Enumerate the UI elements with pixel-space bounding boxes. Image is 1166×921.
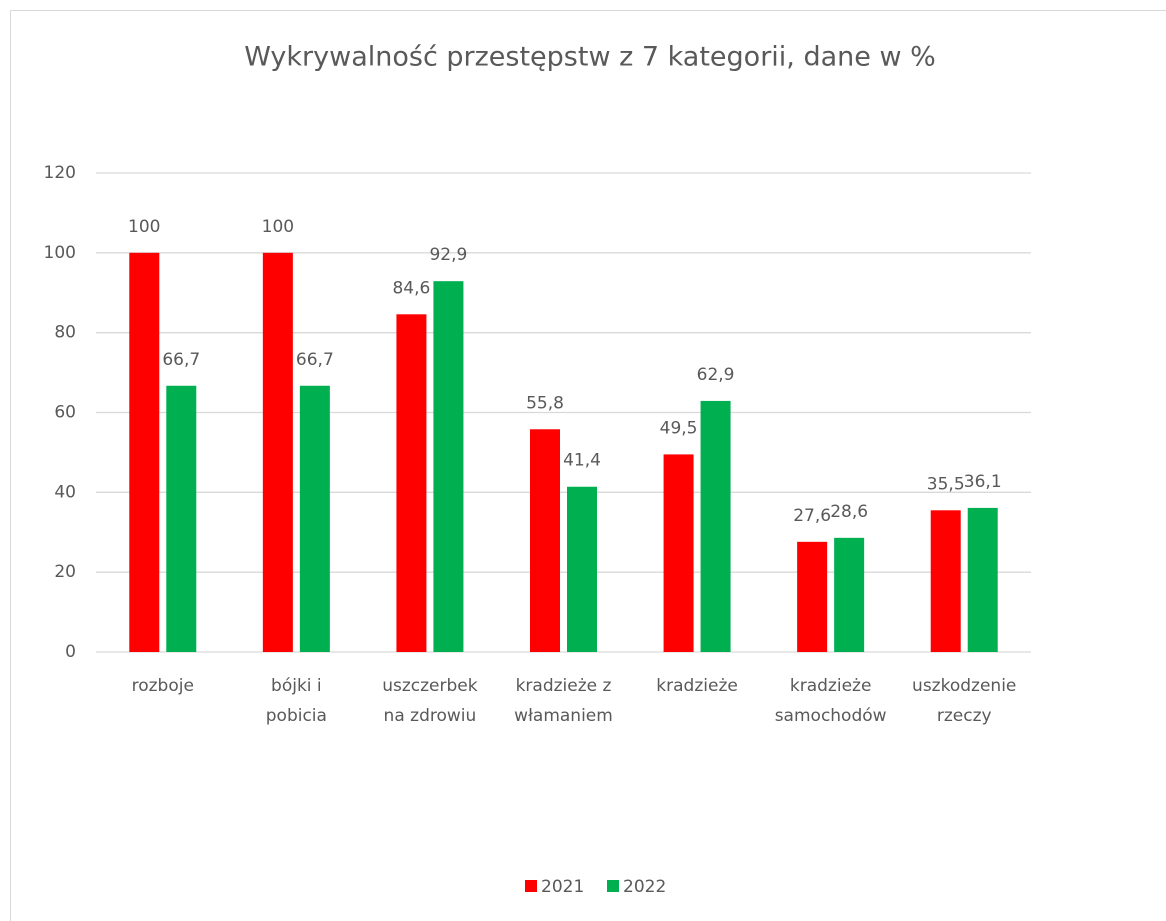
bar — [567, 486, 597, 652]
bar — [663, 454, 694, 652]
data-label: 66,7 — [296, 350, 334, 370]
x-tick-label: bójki i — [271, 676, 322, 696]
legend-swatch — [525, 880, 537, 892]
x-tick-label: kradzieże — [790, 676, 872, 696]
y-tick-label: 80 — [54, 323, 76, 343]
data-label: 100 — [128, 217, 160, 237]
bar — [166, 385, 197, 652]
bar — [396, 314, 427, 652]
x-tick-label: uszczerbek — [382, 676, 478, 696]
x-tick-label: kradzieże — [656, 676, 738, 696]
bar — [797, 541, 828, 652]
chart-title: Wykrywalność przestępstw z 7 kategorii, … — [244, 42, 936, 73]
x-tick-label: samochodów — [775, 706, 887, 726]
data-label: 27,6 — [793, 506, 831, 526]
data-label: 41,4 — [563, 451, 601, 471]
data-label: 66,7 — [162, 350, 200, 370]
data-label: 36,1 — [964, 472, 1002, 492]
bar — [262, 252, 293, 653]
x-tick-label: rozboje — [132, 676, 194, 696]
data-label: 55,8 — [526, 393, 564, 413]
data-label: 35,5 — [927, 474, 965, 494]
legend-label: 2021 — [541, 877, 584, 897]
legend-swatch — [607, 880, 619, 892]
legend-label: 2022 — [623, 877, 666, 897]
x-tick-label: na zdrowiu — [384, 706, 477, 726]
data-label: 84,6 — [392, 278, 430, 298]
x-tick-label: uszkodzenie — [912, 676, 1016, 696]
bar — [530, 429, 560, 652]
data-label: 62,9 — [697, 365, 735, 385]
bar — [433, 281, 464, 652]
data-label: 49,5 — [660, 418, 698, 438]
y-tick-label: 20 — [54, 562, 76, 582]
x-tick-label: włamaniem — [514, 706, 613, 726]
bar — [834, 537, 865, 652]
y-tick-label: 120 — [44, 163, 76, 183]
y-tick-label: 60 — [54, 403, 76, 423]
y-tick-label: 100 — [44, 243, 76, 263]
x-tick-label: pobicia — [266, 706, 327, 726]
y-tick-label: 40 — [54, 482, 76, 502]
chart-border — [10, 10, 1166, 921]
data-label: 92,9 — [429, 245, 467, 265]
bar — [930, 510, 961, 652]
bar — [129, 252, 160, 653]
x-tick-label: rzeczy — [937, 706, 992, 726]
data-label: 28,6 — [830, 502, 868, 522]
y-tick-label: 0 — [65, 642, 76, 662]
bar — [299, 385, 330, 652]
bar — [700, 400, 731, 652]
bar — [967, 507, 998, 652]
data-label: 100 — [262, 217, 294, 237]
x-tick-label: kradzieże z — [516, 676, 612, 696]
